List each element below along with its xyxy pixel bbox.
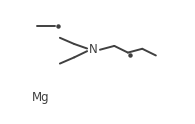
- Text: N: N: [89, 43, 98, 56]
- Text: Mg: Mg: [32, 91, 50, 104]
